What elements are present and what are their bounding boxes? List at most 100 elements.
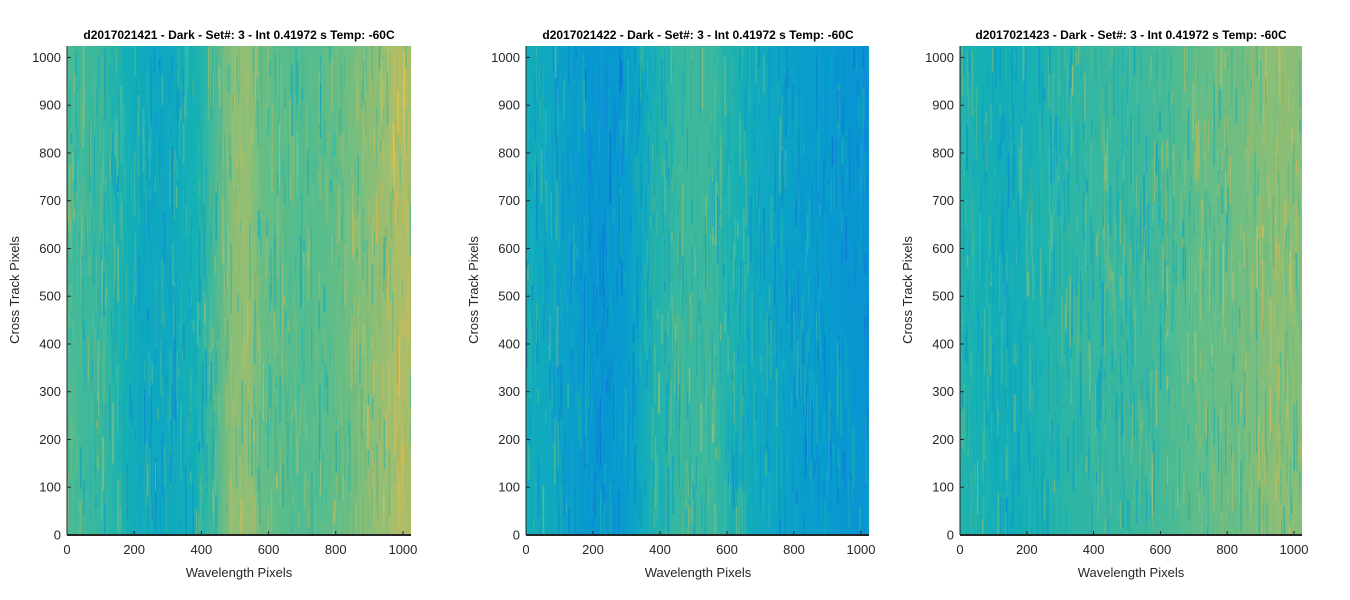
noise-streak [1278, 46, 1281, 105]
noise-streak [995, 136, 996, 164]
noise-streak [633, 434, 635, 449]
noise-streak [541, 510, 543, 535]
noise-streak [200, 146, 203, 170]
y-tick-label: 800 [498, 145, 520, 160]
noise-streak [1204, 152, 1207, 188]
noise-streak [159, 56, 162, 110]
noise-streak [147, 158, 150, 203]
noise-streak [148, 179, 151, 190]
noise-streak [1202, 239, 1204, 313]
noise-streak [1048, 249, 1049, 324]
noise-streak [322, 448, 324, 504]
noise-streak [1218, 90, 1220, 129]
noise-streak [560, 365, 563, 420]
noise-streak [1279, 350, 1282, 366]
noise-streak [159, 59, 161, 70]
noise-streak [748, 134, 750, 195]
noise-streak [283, 329, 285, 380]
noise-streak [584, 277, 585, 346]
noise-streak [757, 262, 760, 284]
noise-streak [612, 179, 614, 248]
noise-streak [563, 452, 565, 507]
noise-streak [842, 343, 843, 359]
noise-streak [101, 200, 102, 242]
noise-streak [731, 194, 732, 267]
noise-streak [1166, 167, 1169, 236]
noise-streak [1146, 135, 1147, 174]
noise-streak [323, 332, 325, 367]
noise-streak [606, 67, 608, 133]
noise-streak [1026, 212, 1028, 279]
noise-streak [1129, 46, 1131, 115]
noise-streak [326, 169, 328, 223]
noise-streak [1229, 177, 1232, 235]
noise-streak [549, 359, 552, 400]
noise-streak [1290, 236, 1292, 305]
noise-streak [77, 71, 79, 94]
noise-streak [681, 474, 684, 530]
noise-streak [1128, 256, 1130, 297]
noise-streak [860, 101, 863, 139]
noise-streak [1027, 271, 1029, 297]
noise-streak [210, 47, 212, 109]
noise-streak [364, 111, 366, 148]
plot-area-3 [959, 46, 1302, 536]
noise-streak [1181, 301, 1183, 363]
noise-streak [1142, 194, 1144, 255]
noise-streak [1140, 189, 1142, 223]
y-tick-label: 600 [498, 241, 520, 256]
noise-streak [826, 468, 828, 497]
noise-streak [975, 435, 976, 492]
noise-streak [747, 452, 748, 499]
noise-streak [304, 288, 306, 334]
noise-streak [765, 46, 767, 102]
noise-streak [284, 384, 287, 428]
noise-streak [110, 46, 112, 53]
noise-streak [141, 302, 142, 325]
noise-streak [1086, 179, 1088, 192]
noise-streak [828, 268, 829, 344]
noise-streak [242, 502, 244, 526]
noise-streak [824, 354, 826, 398]
noise-streak [1097, 95, 1098, 151]
noise-streak [995, 285, 996, 327]
noise-streak [661, 314, 663, 344]
noise-streak [820, 300, 823, 345]
noise-streak [1132, 121, 1134, 191]
noise-streak [1218, 196, 1220, 227]
noise-streak [658, 372, 660, 415]
noise-streak [609, 319, 612, 366]
noise-streak [1013, 431, 1016, 485]
noise-streak [963, 144, 965, 164]
noise-streak [615, 421, 617, 473]
noise-streak [1060, 495, 1062, 535]
noise-streak [699, 46, 701, 115]
noise-streak [174, 386, 176, 458]
noise-streak [591, 228, 593, 299]
noise-streak [109, 158, 112, 182]
noise-streak [1207, 372, 1210, 416]
noise-streak [632, 351, 635, 383]
noise-streak [864, 98, 866, 120]
noise-streak [1092, 234, 1094, 302]
noise-streak [735, 149, 737, 177]
noise-streak [794, 395, 796, 407]
noise-streak [840, 384, 843, 436]
noise-streak [252, 93, 254, 134]
noise-streak [1269, 207, 1271, 256]
noise-streak [356, 283, 358, 318]
noise-streak [291, 349, 293, 415]
noise-streak [205, 435, 208, 488]
noise-streak [115, 47, 118, 75]
noise-streak [856, 239, 859, 270]
noise-streak [724, 57, 726, 116]
noise-streak [823, 312, 824, 360]
noise-streak [1059, 429, 1061, 440]
noise-streak [173, 347, 176, 420]
noise-streak [998, 176, 999, 236]
noise-streak [1205, 226, 1207, 261]
noise-streak [119, 124, 121, 184]
noise-streak [744, 494, 746, 535]
noise-streak [1150, 371, 1152, 409]
noise-streak [378, 330, 381, 406]
